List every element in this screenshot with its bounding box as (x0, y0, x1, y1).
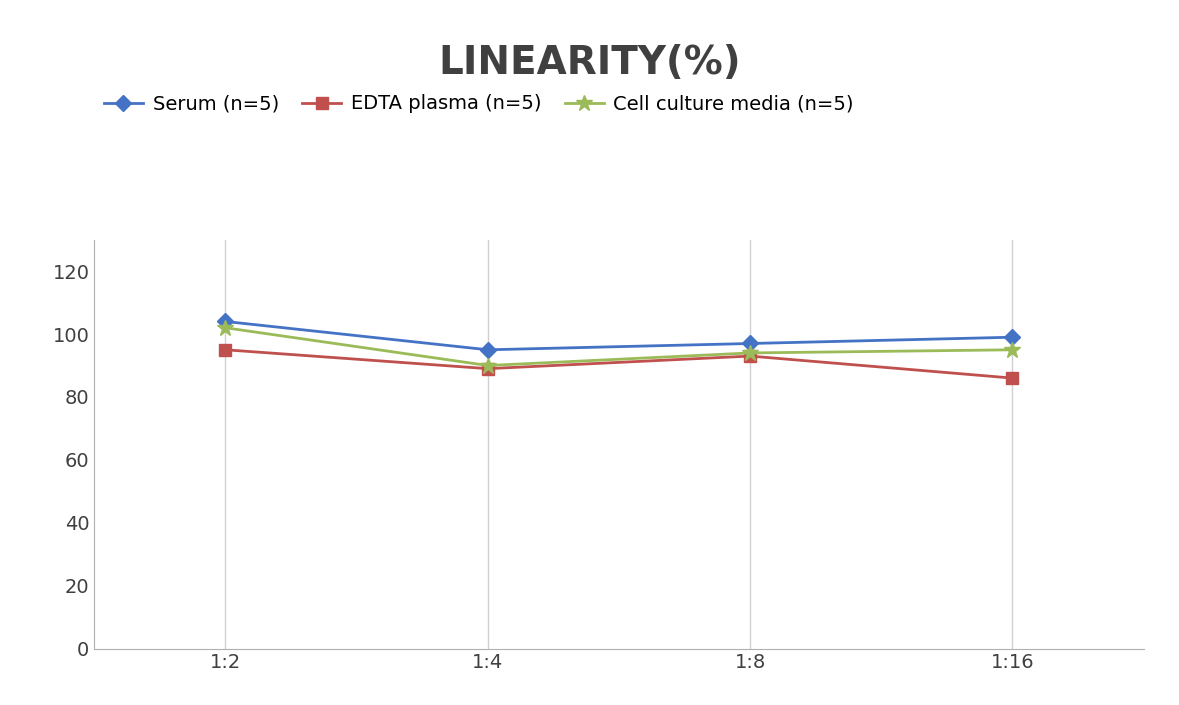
Cell culture media (n=5) (1006, 345, 1020, 354)
Line: Serum (n=5): Serum (n=5) (220, 316, 1017, 355)
Serum (n=5) (481, 345, 495, 354)
Cell culture media (n=5) (218, 324, 232, 332)
Legend: Serum (n=5), EDTA plasma (n=5), Cell culture media (n=5): Serum (n=5), EDTA plasma (n=5), Cell cul… (104, 94, 854, 114)
Serum (n=5) (743, 339, 757, 348)
Cell culture media (n=5) (481, 361, 495, 369)
Line: Cell culture media (n=5): Cell culture media (n=5) (217, 319, 1021, 374)
Text: LINEARITY(%): LINEARITY(%) (439, 44, 740, 82)
Cell culture media (n=5) (743, 349, 757, 357)
EDTA plasma (n=5) (481, 364, 495, 373)
Serum (n=5) (1006, 333, 1020, 341)
EDTA plasma (n=5) (743, 352, 757, 360)
EDTA plasma (n=5) (218, 345, 232, 354)
EDTA plasma (n=5) (1006, 374, 1020, 382)
Line: EDTA plasma (n=5): EDTA plasma (n=5) (220, 344, 1017, 384)
Serum (n=5) (218, 317, 232, 326)
